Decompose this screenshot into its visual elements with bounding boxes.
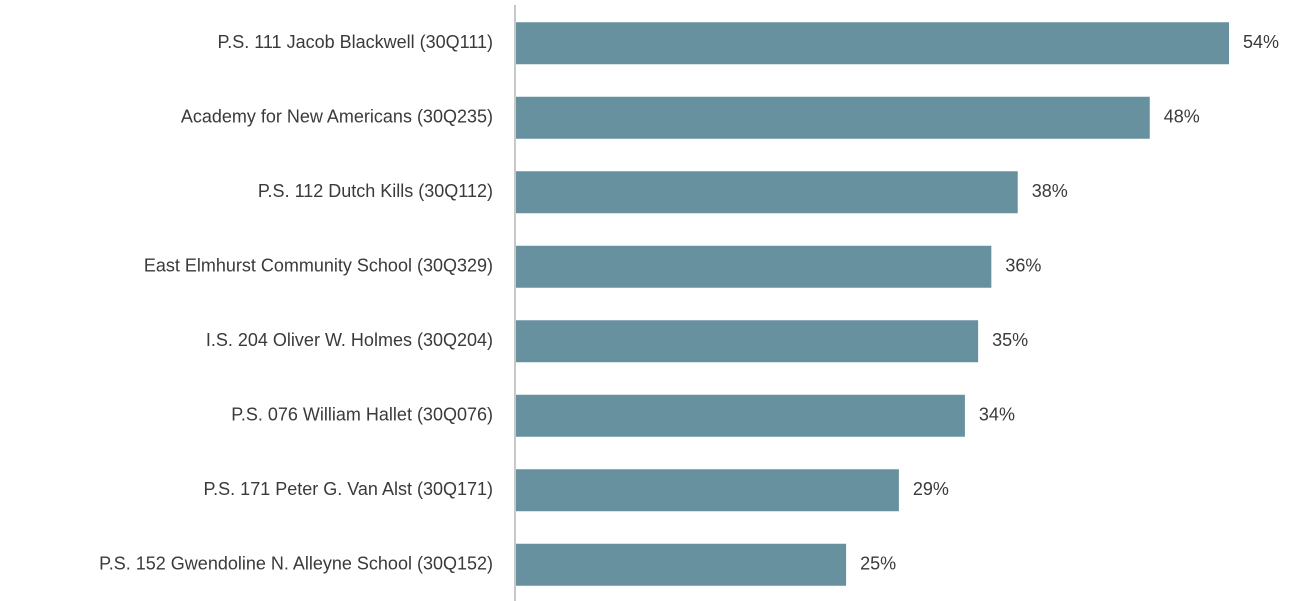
bar [516, 22, 1229, 65]
data-label: 25% [860, 554, 896, 574]
category-label: P.S. 171 Peter G. Van Alst (30Q171) [203, 479, 493, 499]
category-label: P.S. 111 Jacob Blackwell (30Q111) [218, 32, 493, 52]
bar [516, 320, 979, 363]
data-label: 34% [979, 405, 1015, 425]
category-label: East Elmhurst Community School (30Q329) [144, 256, 493, 276]
data-label: 38% [1032, 181, 1068, 201]
data-label: 48% [1164, 107, 1200, 127]
data-label: 54% [1243, 32, 1279, 52]
data-label: 29% [913, 479, 949, 499]
bar [516, 245, 992, 288]
bar [516, 543, 847, 586]
data-label: 36% [1005, 256, 1041, 276]
category-label: I.S. 204 Oliver W. Holmes (30Q204) [206, 330, 493, 350]
bar [516, 469, 899, 512]
data-label: 35% [992, 330, 1028, 350]
bar [516, 394, 965, 437]
category-label: P.S. 112 Dutch Kills (30Q112) [258, 181, 493, 201]
bar [516, 96, 1150, 139]
category-label: P.S. 076 William Hallet (30Q076) [231, 405, 493, 425]
category-label: Academy for New Americans (30Q235) [181, 107, 493, 127]
category-label: P.S. 152 Gwendoline N. Alleyne School (3… [99, 554, 493, 574]
bar [516, 171, 1018, 214]
